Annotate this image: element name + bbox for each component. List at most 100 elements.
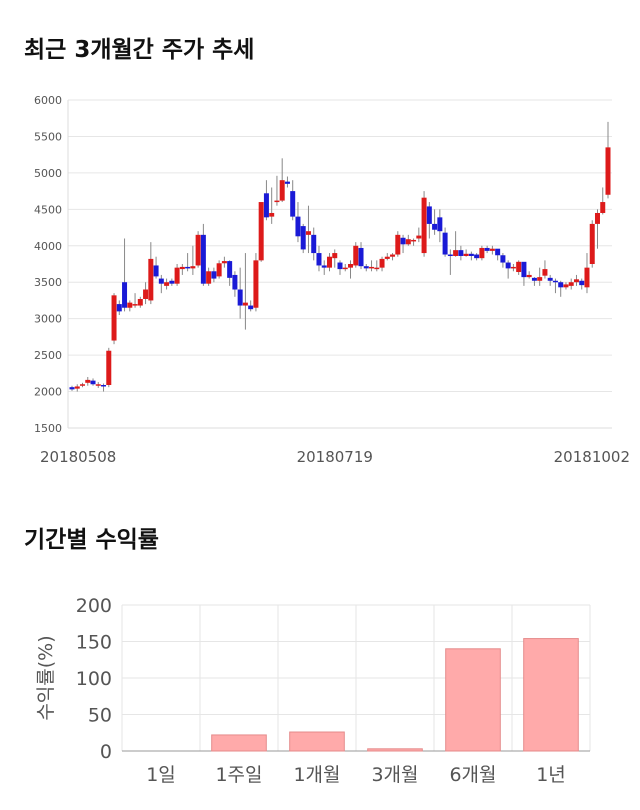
y-axis-label: 수익률(%) — [35, 635, 57, 720]
return-bar — [367, 748, 423, 752]
return-bar — [289, 731, 345, 752]
price-candlestick-chart: 1500 2000 2500 3000 3500 4000 4500 5000 5500 6000… — [34, 94, 630, 466]
candle-down — [169, 280, 175, 284]
candle-down — [101, 384, 107, 387]
candle-up — [148, 258, 154, 301]
candle-down — [153, 265, 159, 277]
candle-down — [484, 247, 490, 251]
candle-up — [453, 250, 459, 256]
candle-up — [600, 202, 606, 213]
x-tick-label: 20181002 — [554, 448, 630, 466]
candle-down — [227, 261, 233, 278]
candle-up — [348, 264, 354, 268]
y-tick-label: 0 — [100, 741, 112, 763]
candle-down — [442, 232, 448, 255]
y-tick-label: 50 — [88, 705, 112, 727]
candle-up — [421, 197, 427, 254]
y-tick-label: 200 — [76, 595, 112, 617]
candle-down — [122, 282, 128, 308]
candle-down — [295, 216, 301, 237]
y-tick-label: 1500 — [34, 422, 62, 435]
y-tick-label: 5500 — [34, 130, 62, 143]
candle-down — [263, 193, 269, 218]
candle-down — [363, 266, 369, 269]
candle-down — [69, 387, 75, 390]
candle-up — [242, 302, 248, 306]
candle-up — [526, 274, 532, 278]
candle-down — [211, 271, 217, 279]
candle-up — [342, 267, 348, 270]
candle-up — [584, 267, 590, 288]
candle-up — [190, 266, 196, 269]
candle-up — [353, 245, 359, 266]
x-tick-label: 20180508 — [40, 448, 116, 466]
candle-down — [248, 305, 254, 310]
candle-up — [253, 260, 259, 308]
return-bar — [211, 734, 267, 752]
x-tick-label: 1일 — [146, 764, 176, 786]
candle-down — [311, 234, 317, 254]
candle-down — [531, 277, 537, 281]
candle-down — [500, 255, 506, 263]
candle-up — [274, 200, 280, 203]
x-tick-label: 1년 — [536, 764, 566, 786]
candle-up — [384, 256, 390, 259]
candle-up — [369, 266, 375, 269]
returns-title: 기간별 수익률 — [24, 527, 159, 553]
y-tick-label: 3500 — [34, 276, 62, 289]
candle-down — [90, 380, 96, 385]
y-tick-label: 150 — [76, 632, 112, 654]
candle-up — [258, 202, 264, 261]
candle-up — [195, 234, 201, 266]
candle-down — [158, 278, 164, 284]
candle-up — [516, 261, 522, 273]
candle-down — [432, 223, 438, 230]
candle-down — [495, 248, 501, 256]
candle-up — [374, 267, 380, 270]
candle-down — [437, 217, 443, 232]
y-tick-label: 4500 — [34, 203, 62, 216]
candle-up — [594, 212, 600, 224]
candle-up — [390, 254, 396, 257]
candle-up — [279, 180, 285, 201]
candle-down — [232, 274, 238, 290]
candle-down — [337, 262, 343, 270]
candle-up — [85, 379, 91, 383]
candle-up — [216, 263, 222, 277]
candle-up — [206, 271, 212, 284]
candle-down — [468, 253, 474, 256]
candle-down — [185, 266, 191, 269]
candle-up — [416, 235, 422, 239]
y-tick-label: 3000 — [34, 313, 62, 326]
candle-up — [132, 304, 138, 306]
y-tick-label: 2000 — [34, 386, 62, 399]
candle-up — [174, 267, 180, 284]
candle-up — [589, 223, 595, 264]
x-tick-label: 1주일 — [215, 764, 262, 786]
candle-down — [458, 250, 464, 256]
candle-down — [316, 253, 322, 266]
candle-up — [137, 298, 143, 306]
candle-up — [489, 248, 495, 251]
y-tick-label: 100 — [76, 668, 112, 690]
return-bar — [523, 638, 579, 752]
x-tick-label: 3개월 — [371, 764, 418, 786]
candle-up — [537, 277, 543, 281]
candle-up — [80, 384, 86, 386]
x-tick-label: 6개월 — [449, 764, 496, 786]
candle-up — [411, 239, 417, 242]
price-trend-title: 최근 3개월간 주가 추세 — [24, 37, 255, 63]
y-tick-label: 5000 — [34, 167, 62, 180]
candle-up — [463, 253, 469, 256]
candle-up — [179, 266, 185, 270]
candle-down — [521, 261, 527, 278]
candle-up — [563, 284, 569, 288]
candle-down — [290, 191, 296, 217]
candle-up — [95, 384, 101, 386]
y-tick-label: 2500 — [34, 349, 62, 362]
candle-down — [552, 280, 558, 283]
candle-down — [579, 280, 585, 286]
candle-down — [400, 237, 406, 245]
candle-down — [547, 277, 553, 281]
